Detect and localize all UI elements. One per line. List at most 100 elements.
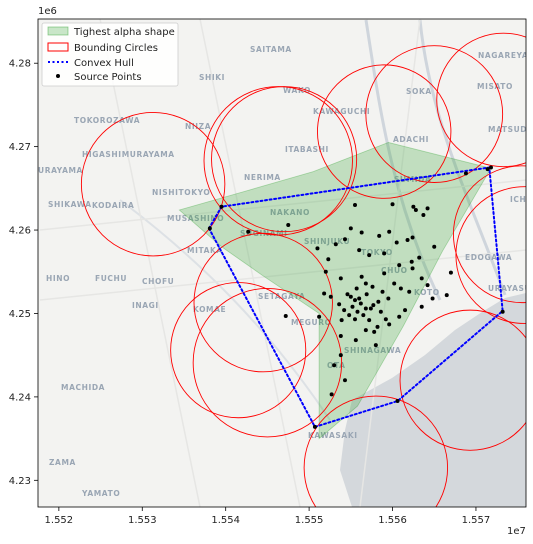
place-label: MEGURO (291, 318, 332, 327)
source-point (364, 292, 369, 297)
legend-label-hull: Convex Hull (74, 58, 134, 69)
x-tick-label: 1.554 (211, 515, 240, 526)
source-point (409, 259, 414, 264)
bounding-circle (365, 45, 504, 183)
y-tick-label: 4.26 (9, 226, 31, 237)
source-point (359, 230, 364, 235)
source-point (421, 213, 426, 218)
x-tick-label: 1.557 (462, 515, 491, 526)
legend-swatch-alpha (47, 26, 69, 36)
source-point (380, 289, 385, 294)
source-point (444, 293, 449, 298)
source-point (345, 292, 350, 297)
bounding-circle (436, 32, 526, 168)
source-point (207, 226, 212, 231)
bounding-circle (80, 111, 226, 257)
source-point (395, 399, 400, 404)
source-point (329, 392, 334, 397)
source-point (368, 306, 373, 311)
source-point (315, 246, 320, 251)
source-point (394, 240, 399, 245)
place-label: MISATO (477, 82, 513, 91)
legend-swatch-points (56, 74, 60, 78)
source-point (371, 303, 376, 308)
road-line (199, 19, 301, 507)
y-tick-label: 4.24 (9, 392, 31, 403)
source-point (363, 281, 368, 286)
source-point (411, 204, 416, 209)
source-point (246, 229, 251, 234)
axes-frame (37, 18, 527, 508)
source-point (425, 206, 430, 211)
place-label: YAMATO (81, 489, 120, 498)
source-point (332, 363, 337, 368)
source-point (363, 306, 368, 311)
source-point (342, 378, 347, 383)
source-point (413, 208, 418, 213)
source-point (348, 294, 353, 299)
source-point (333, 242, 338, 247)
source-point (338, 353, 343, 358)
place-label: MUSASHINO (167, 214, 224, 223)
source-point (410, 235, 415, 240)
place-label: NISHITOKYO (152, 188, 210, 197)
source-point (463, 171, 468, 176)
source-point (283, 313, 288, 318)
place-label: MATSUDO (488, 125, 533, 134)
source-point (397, 314, 402, 319)
river-line (119, 199, 331, 421)
place-label: SHIKAWA (48, 200, 92, 209)
bounding-circle (455, 186, 526, 324)
source-point (312, 424, 317, 429)
x-tick-label: 1.555 (295, 515, 324, 526)
source-point (410, 266, 415, 271)
basemap-tiles (38, 19, 526, 507)
place-label: KODAIRA (92, 201, 134, 210)
x-tick-label: 1.556 (378, 515, 407, 526)
place-label: INAGI (132, 301, 159, 310)
source-point (378, 309, 383, 314)
source-point (373, 343, 378, 348)
source-point (357, 296, 362, 301)
source-point (377, 233, 382, 238)
plot-area (80, 32, 526, 507)
source-point (448, 270, 453, 275)
source-point (355, 309, 360, 314)
source-point (485, 167, 490, 172)
place-label: NAKANO (270, 208, 310, 217)
place-label: ZAMA (49, 458, 76, 467)
place-label: SAITAMA (250, 45, 292, 54)
source-point (359, 274, 364, 279)
place-label: EDOGAWA (465, 253, 512, 262)
source-point (342, 237, 347, 242)
legend-label-circles: Bounding Circles (74, 43, 158, 54)
source-point (361, 313, 366, 318)
source-point (339, 318, 344, 323)
source-point (376, 299, 381, 304)
place-label: URAYASU (488, 284, 531, 293)
road-line (359, 19, 421, 507)
source-point (419, 276, 424, 281)
place-label: SOKA (406, 87, 432, 96)
place-label: KAWASAKI (308, 431, 358, 440)
source-point (370, 284, 375, 289)
source-point (419, 304, 424, 309)
source-point (358, 301, 363, 306)
source-point (338, 276, 343, 281)
place-label: NIIZA (185, 122, 211, 131)
source-point (432, 244, 437, 249)
place-label: MITAKA (187, 246, 223, 255)
source-point (390, 202, 395, 207)
legend-swatch-circles (47, 42, 69, 52)
road-line (99, 19, 201, 507)
place-label: FUCHU (95, 274, 127, 283)
place-label: TOKOROZAWA (74, 116, 140, 125)
source-point (372, 329, 377, 334)
source-point (417, 255, 422, 260)
y-axis: 4.23 4.24 4.25 4.26 4.27 4.28 (9, 59, 38, 487)
source-point (363, 328, 368, 333)
place-label: SETAGAYA (258, 292, 305, 301)
place-label: TOKYO (361, 248, 393, 257)
legend-label-points: Source Points (74, 72, 142, 83)
